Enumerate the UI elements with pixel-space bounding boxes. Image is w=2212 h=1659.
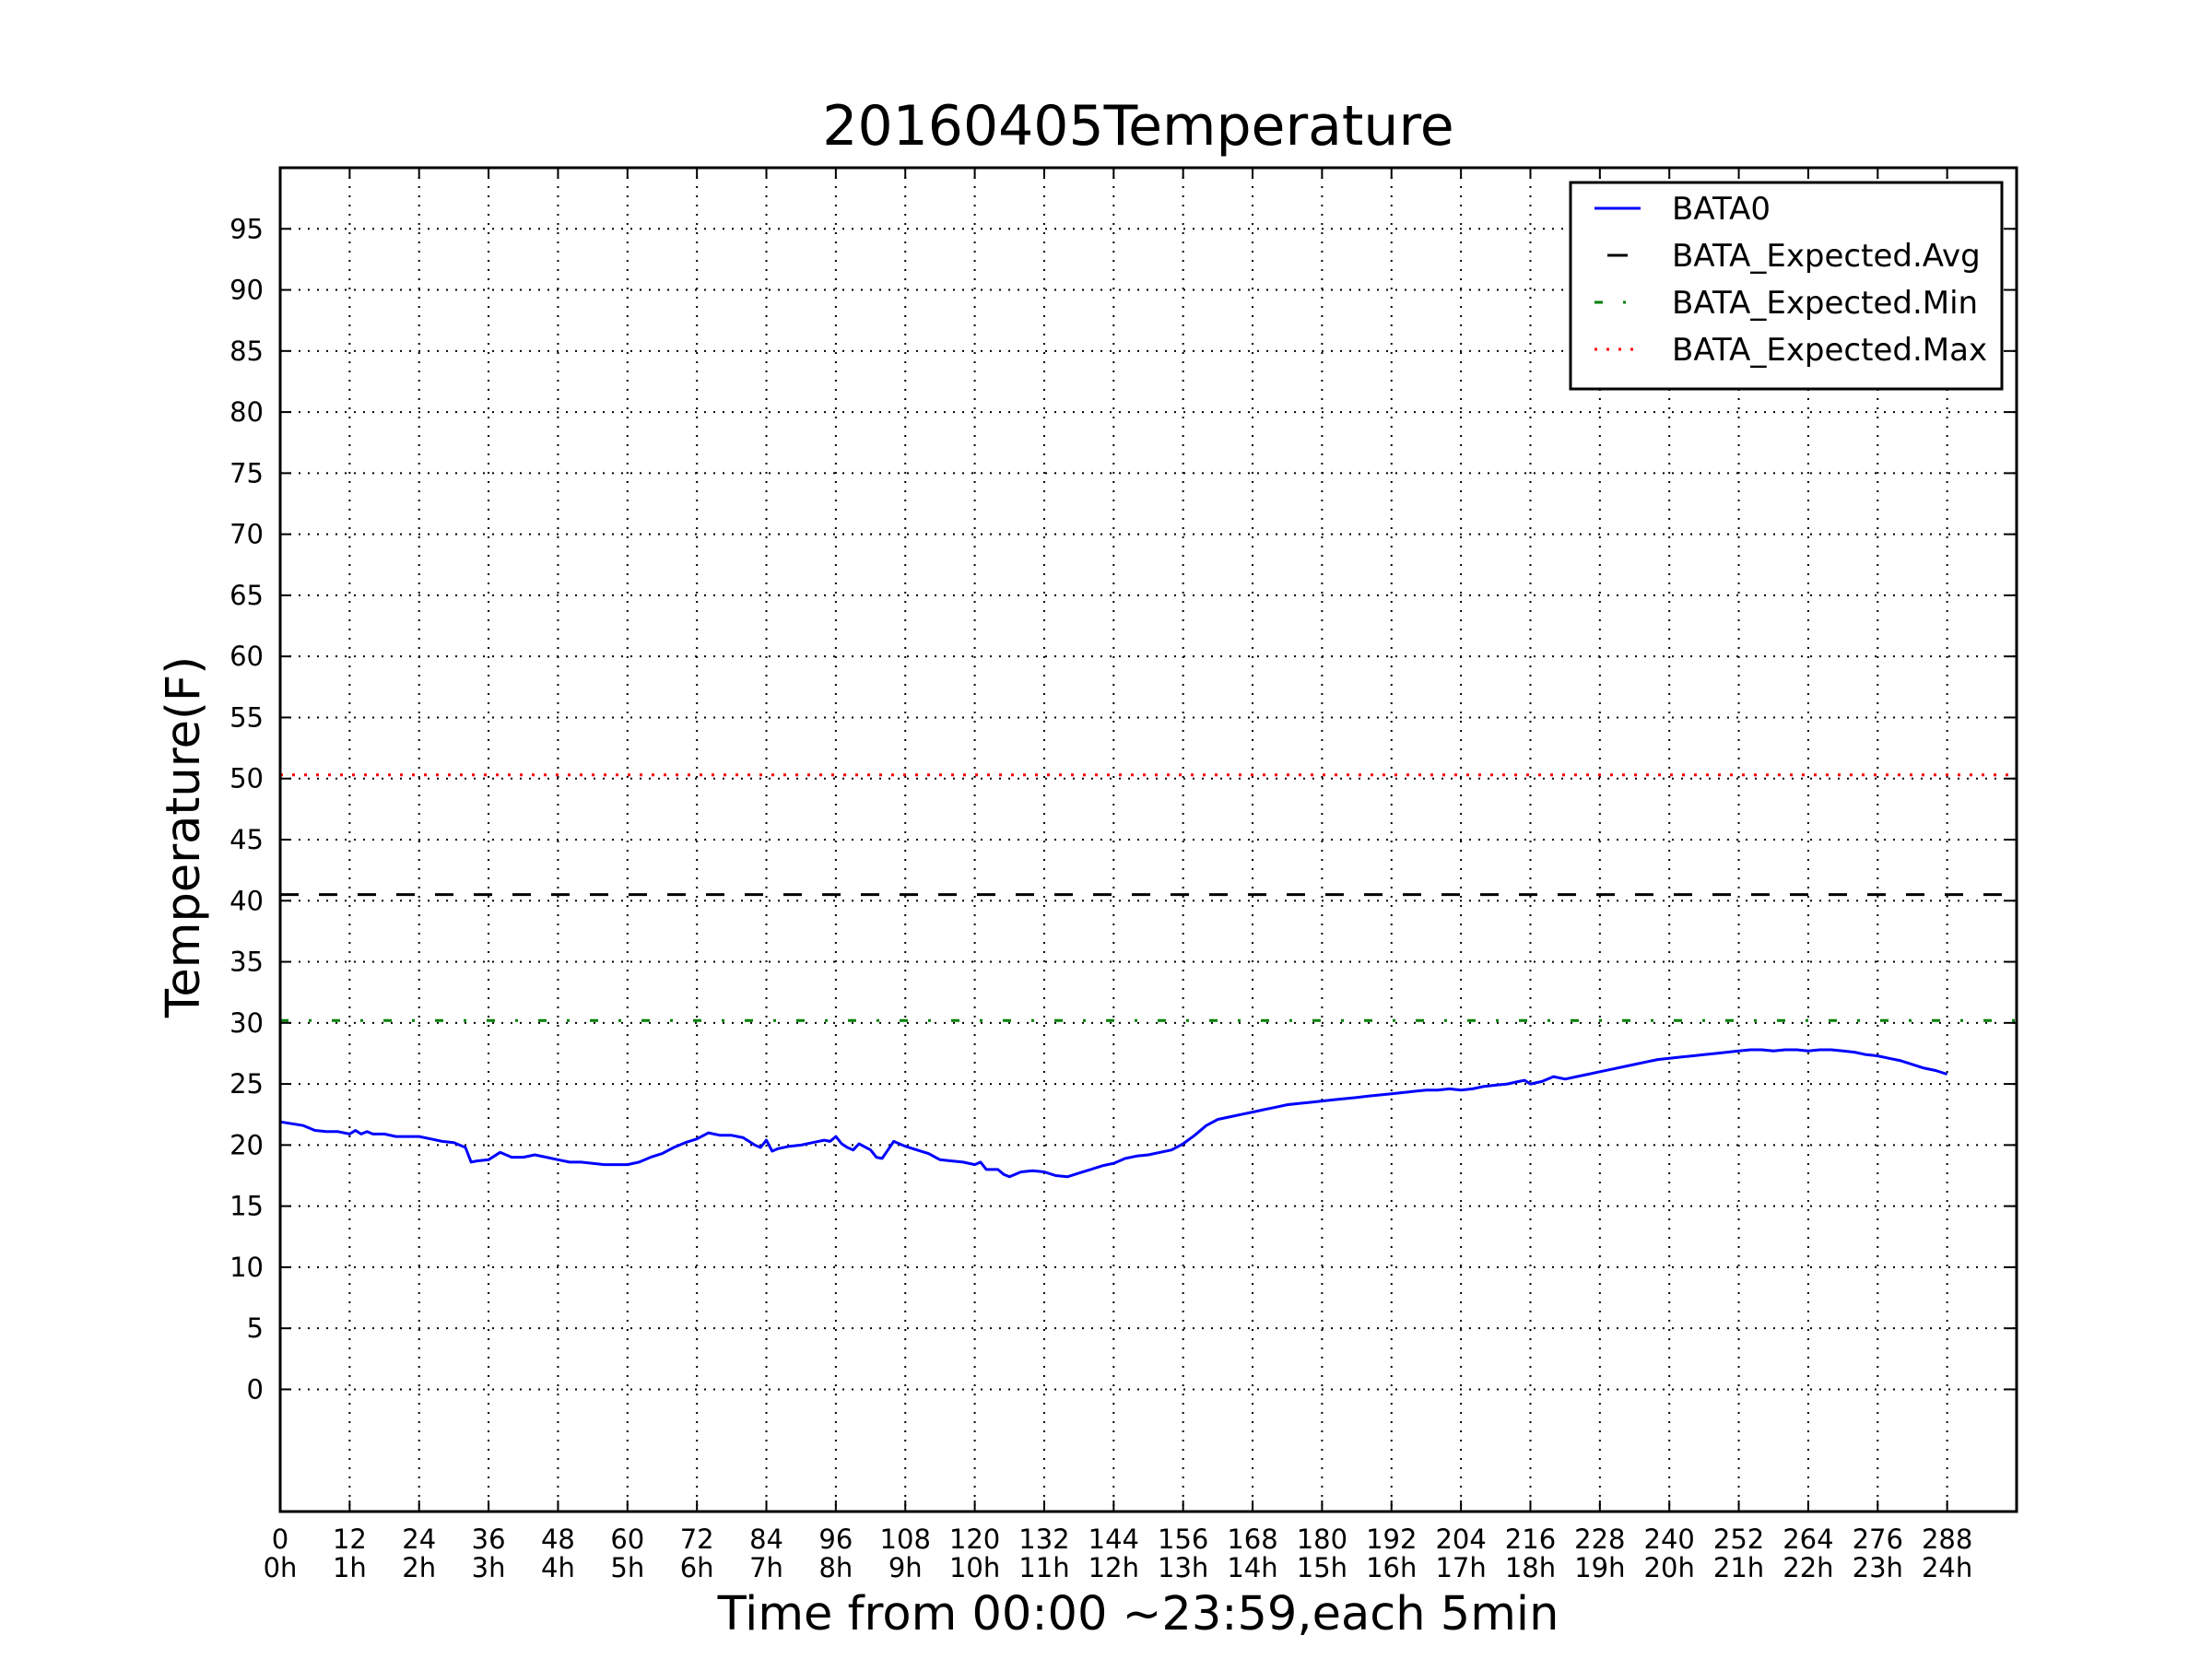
- x-tick-sublabel: 10h: [949, 1552, 1000, 1583]
- x-tick-sublabel: 20h: [1644, 1552, 1695, 1583]
- x-tick-sublabel: 13h: [1158, 1552, 1208, 1583]
- x-tick-label: 264: [1783, 1524, 1833, 1555]
- y-tick-label: 20: [229, 1129, 264, 1160]
- x-tick-label: 252: [1713, 1524, 1764, 1555]
- x-tick-label: 72: [680, 1524, 714, 1555]
- y-tick-label: 40: [229, 885, 264, 916]
- x-tick-label: 144: [1088, 1524, 1139, 1555]
- x-tick-sublabel: 19h: [1574, 1552, 1625, 1583]
- x-tick-sublabel: 5h: [610, 1552, 644, 1583]
- y-tick-label: 70: [229, 519, 264, 550]
- x-tick-sublabel: 3h: [472, 1552, 506, 1583]
- y-tick-label: 80: [229, 396, 264, 428]
- y-tick-label: 90: [229, 275, 264, 306]
- x-tick-label: 240: [1644, 1524, 1695, 1555]
- x-tick-label: 132: [1018, 1524, 1069, 1555]
- x-tick-label: 120: [949, 1524, 1000, 1555]
- x-tick-label: 228: [1574, 1524, 1625, 1555]
- y-tick-label: 65: [229, 580, 264, 611]
- y-axis-label: Temperature(F): [157, 656, 211, 1018]
- y-tick-label: 85: [229, 335, 264, 367]
- x-tick-sublabel: 23h: [1853, 1552, 1903, 1583]
- x-tick-sublabel: 11h: [1018, 1552, 1069, 1583]
- x-tick-sublabel: 24h: [1922, 1552, 1972, 1583]
- x-tick-sublabel: 14h: [1227, 1552, 1277, 1583]
- x-tick-label: 84: [749, 1524, 783, 1555]
- x-tick-sublabel: 16h: [1366, 1552, 1417, 1583]
- x-tick-sublabel: 2h: [402, 1552, 436, 1583]
- x-tick-label: 204: [1435, 1524, 1486, 1555]
- x-tick-sublabel: 0h: [264, 1552, 298, 1583]
- x-tick-label: 288: [1922, 1524, 1972, 1555]
- y-tick-label: 30: [229, 1007, 264, 1039]
- x-tick-sublabel: 9h: [888, 1552, 923, 1583]
- x-tick-label: 12: [333, 1524, 367, 1555]
- y-tick-label: 15: [229, 1191, 264, 1222]
- legend-label: BATA_Expected.Min: [1672, 285, 1978, 322]
- x-tick-sublabel: 12h: [1088, 1552, 1139, 1583]
- legend-label: BATA0: [1672, 191, 1771, 228]
- legend-box: [1569, 181, 2004, 391]
- x-tick-sublabel: 21h: [1713, 1552, 1764, 1583]
- y-tick-label: 10: [229, 1252, 264, 1283]
- legend-label: BATA_Expected.Avg: [1672, 238, 1981, 275]
- x-tick-label: 24: [402, 1524, 436, 1555]
- x-tick-label: 168: [1227, 1524, 1277, 1555]
- x-tick-label: 216: [1505, 1524, 1556, 1555]
- y-tick-label: 55: [229, 701, 264, 733]
- series-line: [279, 1048, 1948, 1179]
- y-tick-label: 60: [229, 641, 264, 672]
- x-tick-sublabel: 22h: [1783, 1552, 1833, 1583]
- x-axis-label: Time from 00:00 ~23:59,each 5min: [717, 1587, 1559, 1641]
- x-tick-label: 192: [1366, 1524, 1417, 1555]
- x-tick-label: 0: [272, 1524, 288, 1555]
- y-axis: 0 5 10 15 20 25 30 35 40 45 50 55 60 65 70 75 80 85 90 95: [229, 213, 2017, 1405]
- x-tick-sublabel: 4h: [541, 1552, 575, 1583]
- legend: BATA0 BATA_Expected.Avg BATA_Expected.Min B…: [1569, 181, 2004, 391]
- x-tick-label: 48: [541, 1524, 575, 1555]
- x-tick-sublabel: 18h: [1505, 1552, 1556, 1583]
- x-tick-sublabel: 17h: [1435, 1552, 1486, 1583]
- legend-label: BATA_Expected.Max: [1672, 332, 1987, 369]
- x-tick-sublabel: 15h: [1297, 1552, 1347, 1583]
- y-tick-label: 5: [247, 1312, 264, 1344]
- y-tick-label: 0: [247, 1373, 264, 1405]
- x-tick-label: 60: [610, 1524, 644, 1555]
- y-tick-label: 75: [229, 457, 264, 488]
- x-tick-sublabel: 7h: [749, 1552, 783, 1583]
- x-tick-label: 156: [1158, 1524, 1208, 1555]
- y-tick-label: 50: [229, 763, 264, 794]
- grid: [280, 168, 2017, 1512]
- y-tick-label: 45: [229, 824, 264, 855]
- x-tick-label: 96: [818, 1524, 853, 1555]
- chart-title: 20160405Temperature: [822, 94, 1453, 159]
- x-tick-sublabel: 6h: [680, 1552, 714, 1583]
- x-tick-label: 276: [1853, 1524, 1903, 1555]
- series-lines: [279, 773, 2017, 1179]
- y-tick-label: 25: [229, 1068, 264, 1100]
- x-tick-sublabel: 8h: [818, 1552, 853, 1583]
- x-tick-label: 180: [1297, 1524, 1347, 1555]
- x-tick-sublabel: 1h: [333, 1552, 367, 1583]
- y-tick-label: 35: [229, 947, 264, 978]
- x-tick-label: 108: [880, 1524, 931, 1555]
- y-tick-label: 95: [229, 213, 264, 244]
- x-tick-label: 36: [472, 1524, 506, 1555]
